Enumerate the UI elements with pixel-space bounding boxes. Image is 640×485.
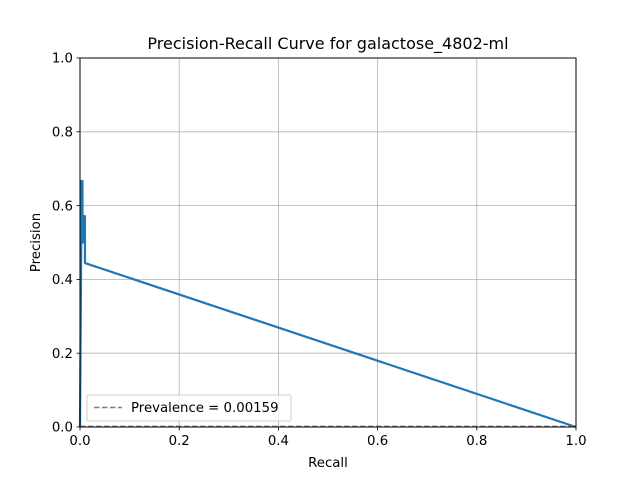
x-tick-label: 0.2 <box>169 434 190 449</box>
y-axis-label: Precision <box>29 213 44 272</box>
y-tick-label: 0.6 <box>52 199 73 214</box>
ticks: 0.0 0.2 0.4 0.6 0.8 1.0 0.0 0.2 0.4 0.6 0.8 1.0 <box>52 52 587 449</box>
axes-frame <box>79 57 577 428</box>
y-tick-label: 0.2 <box>52 347 73 362</box>
chart-title: Precision-Recall Curve for galactose_480… <box>147 34 508 54</box>
grid <box>79 57 577 428</box>
legend-box <box>86 394 292 422</box>
x-tick-label: 0.6 <box>367 434 388 449</box>
x-tick-label: 0.0 <box>69 434 90 449</box>
x-tick-label: 1.0 <box>565 434 586 449</box>
y-tick-label: 0.8 <box>52 126 73 141</box>
y-tick-label: 0.4 <box>52 273 73 288</box>
legend-prevalence-label: Prevalence = 0.00159 <box>131 401 279 416</box>
series-layer <box>78 179 577 429</box>
legend: Prevalence = 0.00159 <box>86 394 292 422</box>
x-tick-label: 0.4 <box>268 434 289 449</box>
x-tick-label: 0.8 <box>466 434 487 449</box>
y-tick-label: 1.0 <box>52 52 73 67</box>
precision-recall-curve-line <box>78 179 577 429</box>
x-axis-label: Recall <box>308 456 348 471</box>
y-tick-label: 0.0 <box>52 421 73 436</box>
